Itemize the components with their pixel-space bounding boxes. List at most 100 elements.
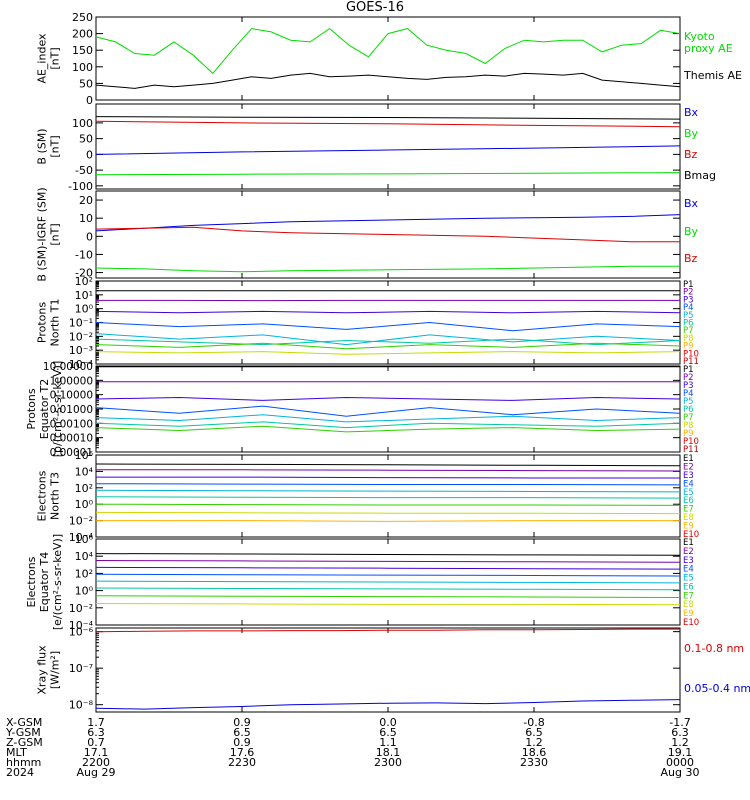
y-tick-label: 0.01000 [50, 404, 93, 416]
y-tick-label: -50 [75, 164, 93, 177]
ephemeris-value: 19.1 [668, 746, 693, 759]
panel-2 [95, 103, 681, 190]
ephemeris-value: 18.1 [376, 746, 401, 759]
ephemeris-row-label: Y-GSM [5, 726, 41, 739]
legend-label-p10: P10 [683, 349, 699, 359]
panel-frame [95, 627, 681, 713]
ephemeris-value: -0.8 [523, 716, 544, 729]
legend-label-p9: P9 [683, 429, 694, 439]
series-line-e4 [95, 483, 681, 486]
panel-6 [95, 454, 681, 538]
series-line [95, 27, 681, 75]
y-axis-label: Electrons [25, 556, 38, 607]
ephemeris-value: Aug 30 [661, 766, 700, 779]
ephemeris-value: 17.1 [84, 746, 109, 759]
y-tick-label: 50 [79, 133, 93, 146]
panel-8 [95, 627, 681, 713]
series-line [95, 628, 680, 633]
series-line-e1 [95, 463, 681, 467]
ephemeris-row-label: hhmm [6, 756, 41, 769]
series-line-e4 [95, 573, 681, 577]
y-tick-label: 20 [79, 194, 93, 207]
legend-label-p11: P11 [683, 357, 699, 367]
ephemeris-value: 0.7 [87, 736, 105, 749]
y-tick-label: 1.00000 [50, 375, 93, 387]
ephemeris-value: 6.5 [379, 726, 397, 739]
ephemeris-value: 1.1 [379, 736, 397, 749]
y-axis-label: North T1 [49, 299, 62, 347]
ephemeris-value: 17.6 [230, 746, 255, 759]
series-line-p4 [95, 405, 681, 417]
series-line-e5 [95, 489, 681, 493]
y-tick-label: 100 [72, 61, 93, 74]
legend-label-p9: P9 [683, 342, 694, 352]
series-line [95, 699, 681, 710]
y-tick-label: 10⁶ [75, 449, 94, 462]
series-line-p5 [95, 333, 681, 346]
legend-label-p2: P2 [683, 288, 694, 298]
y-tick-label: 10⁻⁴ [69, 619, 94, 632]
panel-frame [95, 280, 681, 365]
ephemeris-value: 0.9 [233, 736, 251, 749]
series-line-e6 [95, 496, 681, 499]
legend-label: 0.1-0.8 nm [684, 642, 744, 655]
y-axis-label: Protons [36, 302, 49, 343]
series-line-p6 [95, 421, 681, 429]
legend-label-e6: E6 [683, 496, 694, 506]
legend-label-p3: P3 [683, 381, 694, 391]
legend-label-e7: E7 [683, 505, 694, 515]
series-line-e7 [95, 595, 681, 598]
panel-1 [95, 16, 681, 101]
ephemeris-value: 18.6 [522, 746, 547, 759]
y-tick-label: 10⁰ [75, 585, 94, 598]
series-line-e1 [95, 553, 681, 556]
y-tick-label: 0.10000 [50, 390, 93, 402]
panel-4 [95, 280, 681, 365]
series-line-p4 [95, 321, 681, 332]
series-line-p8 [95, 351, 681, 355]
ephemeris-value: -1.7 [669, 716, 690, 729]
legend-label: By [684, 127, 699, 140]
y-axis-label: AE_index [36, 33, 49, 84]
ephemeris-value: 0000 [666, 756, 694, 769]
y-tick-label: 10⁻⁸ [69, 699, 94, 712]
panel-3 [95, 190, 681, 279]
y-tick-label: 10⁴ [75, 465, 94, 478]
y-axis-label: [nT] [49, 223, 62, 245]
y-tick-label: 10⁻² [69, 515, 93, 528]
y-axis-label: Equator T4 [38, 552, 51, 612]
legend-label: Bmag [684, 169, 716, 182]
legend-label-p10: P10 [683, 437, 699, 447]
series-line-p5 [95, 414, 681, 423]
panel-frame [95, 454, 681, 538]
ephemeris-row-label: Z-GSM [6, 736, 43, 749]
y-tick-label: -10 [75, 248, 93, 261]
y-tick-label: 0 [86, 148, 93, 161]
y-tick-label: 10⁻³ [69, 344, 93, 357]
series-line-e8 [95, 603, 681, 606]
legend-label-e1: E1 [683, 538, 694, 548]
series-line-e3 [96, 476, 680, 479]
legend-label: Bz [684, 148, 698, 161]
y-axis-label: Equator T2 [38, 379, 51, 439]
series-line [95, 145, 681, 155]
legend-label-e6: E6 [683, 582, 694, 592]
legend-label-p6: P6 [683, 319, 694, 329]
y-axis-label: B (SM)-IGRF (SM) [36, 187, 49, 281]
y-tick-label: 10⁻² [69, 602, 93, 615]
series-line [95, 120, 681, 128]
y-tick-label: -100 [68, 180, 93, 193]
y-axis-label: [e/(cm²-s-sr-keV)] [51, 534, 64, 630]
ephemeris-value: 6.3 [671, 726, 689, 739]
ephemeris-value: 6.3 [87, 726, 105, 739]
chart-title: GOES-16 [345, 0, 404, 15]
y-tick-label: 0 [86, 230, 93, 243]
ephemeris-row-label: MLT [6, 746, 27, 759]
legend-label-e5: E5 [683, 574, 694, 584]
y-tick-label: 0.00001 [50, 447, 93, 459]
y-tick-label: 10⁻¹ [69, 317, 93, 330]
y-tick-label: 10⁻⁶ [69, 626, 94, 639]
legend-label-p5: P5 [683, 397, 694, 407]
legend-label-p1: P1 [683, 365, 694, 375]
